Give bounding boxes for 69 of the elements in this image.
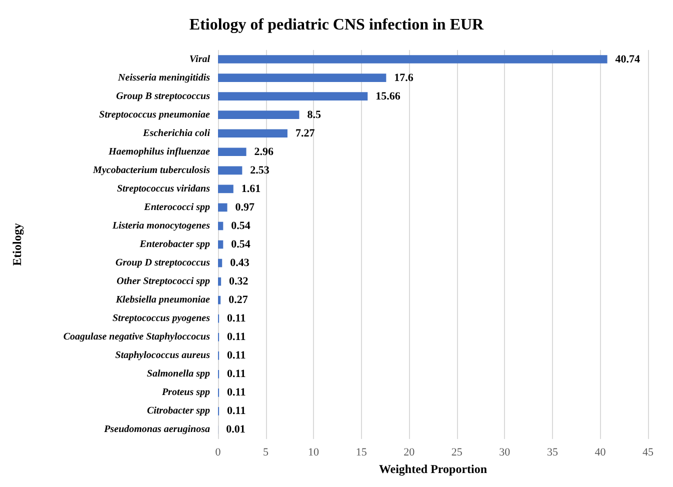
y-tick-label: Streptococcus pneumoniae	[99, 109, 211, 120]
data-label: 0.27	[228, 294, 248, 306]
bar	[218, 296, 221, 304]
bar	[218, 129, 288, 138]
data-label: 0.32	[229, 276, 249, 288]
data-label: 0.11	[227, 386, 246, 399]
data-label: 2.96	[254, 146, 274, 158]
bar	[218, 258, 222, 268]
data-label: 0.43	[230, 257, 250, 270]
y-tick-label: Mycobacterium tuberculosis	[92, 164, 210, 176]
y-tick-label: Streptococcus viridans	[116, 183, 210, 194]
data-label: 7.27	[295, 127, 316, 140]
x-tick-label: 30	[499, 446, 511, 458]
bar	[218, 240, 224, 249]
y-tick-label: Klebsiella pneumoniae	[114, 294, 211, 306]
y-tick-label: Enterococci spp	[143, 202, 210, 213]
data-label: 2.53	[250, 164, 270, 176]
y-tick-label: Neisseria meningitidis	[117, 72, 210, 84]
x-tick-label: 35	[546, 446, 558, 458]
bar	[218, 148, 246, 156]
data-label: 0.97	[235, 201, 256, 214]
data-label: 0.11	[227, 405, 246, 418]
y-tick-label: Pseudomonas aeruginosa	[104, 424, 210, 436]
bar	[218, 166, 242, 175]
bar	[218, 92, 368, 100]
x-tick-label: 10	[308, 446, 320, 458]
data-label: 0.54	[231, 238, 251, 250]
data-label: 8.5	[307, 108, 322, 121]
data-label: 0.11	[227, 331, 246, 344]
x-tick-label: 40	[594, 446, 606, 458]
y-tick-label: Enterobacter spp	[138, 239, 210, 250]
bar	[218, 55, 608, 64]
y-tick-label: Streptococcus pyogenes	[112, 313, 210, 324]
x-tick-label: 20	[404, 446, 416, 458]
y-tick-label: Listeria monocytogenes	[112, 220, 210, 232]
data-label: 0.11	[227, 350, 246, 362]
chart-title: Etiology of pediatric CNS infection in EUR	[189, 16, 484, 34]
bar	[218, 222, 224, 230]
x-axis-title: Weighted Proportion	[378, 462, 488, 476]
bar	[218, 110, 300, 119]
y-tick-label: Proteus spp	[162, 387, 210, 398]
y-tick-label: Viral	[189, 54, 210, 65]
bar	[218, 74, 386, 82]
x-tick-label: 25	[451, 446, 463, 458]
data-label: 0.11	[227, 368, 246, 380]
y-axis-title: Etiology	[10, 223, 24, 266]
y-tick-label: Salmonella spp	[146, 368, 210, 380]
y-tick-label: Group B streptococcus	[116, 90, 210, 102]
y-tick-label: Haemophilus influenzae	[108, 146, 211, 158]
y-tick-label: Staphylococcus aureus	[115, 350, 210, 362]
y-tick-label: Escherichia coli	[142, 128, 210, 139]
x-tick-label: 45	[642, 446, 654, 458]
data-label: 0.54	[231, 220, 251, 232]
data-label: 0.01	[226, 424, 246, 436]
y-tick-label: Group D streptococcus	[116, 258, 210, 269]
y-tick-label: Coagulase negative Staphyloccocus	[63, 332, 210, 343]
data-label: 15.66	[376, 90, 401, 102]
x-tick-label: 0	[215, 446, 222, 458]
x-tick-label: 15	[356, 446, 368, 458]
y-tick-label: Other Streptococci spp	[116, 276, 210, 288]
bar	[218, 203, 228, 212]
data-label: 40.74	[615, 53, 641, 66]
data-label: 1.61	[241, 182, 261, 195]
bar	[218, 277, 222, 286]
data-label: 17.6	[394, 72, 414, 84]
x-tick-label: 5	[263, 446, 270, 458]
data-label: 0.11	[227, 312, 246, 325]
y-tick-label: Citrobacter spp	[146, 406, 210, 417]
bar	[218, 184, 234, 194]
